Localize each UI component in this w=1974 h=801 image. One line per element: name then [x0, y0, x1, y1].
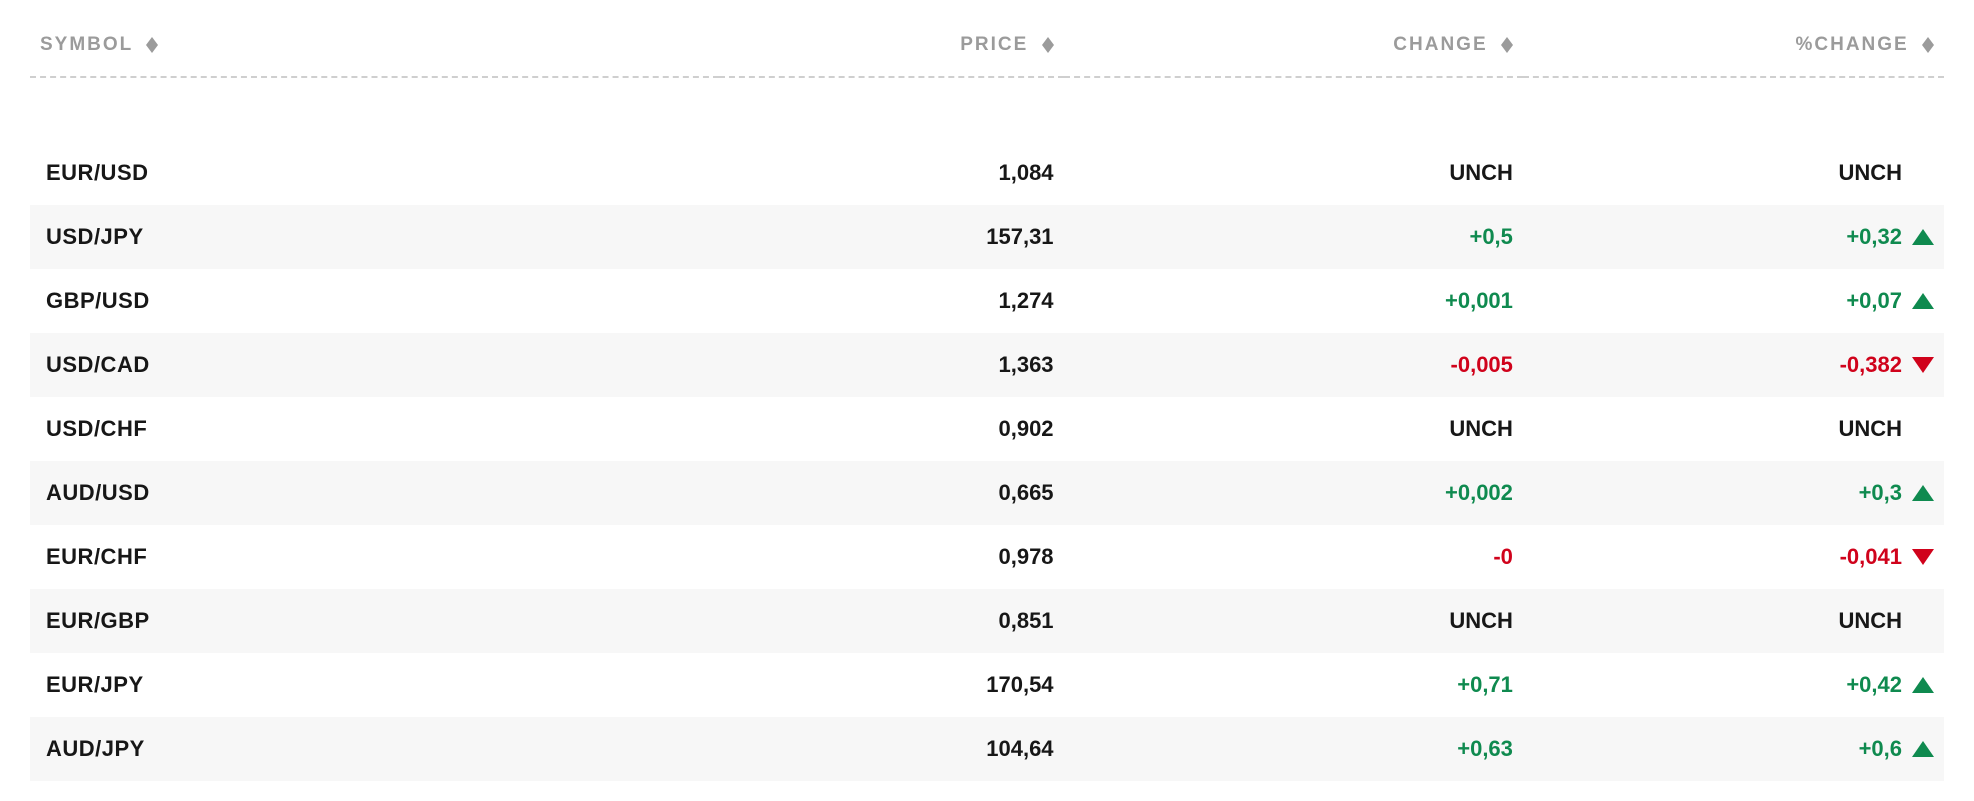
cell-price: 0,851	[719, 589, 1064, 653]
table-row[interactable]: AUD/JPY104,64+0,63 +0,6	[30, 717, 1944, 781]
cell-pct-change: +0,07	[1523, 269, 1944, 333]
cell-price: 1,084	[719, 141, 1064, 205]
pct-change-value: +0,07	[1846, 288, 1902, 314]
cell-change: +0,63	[1064, 717, 1523, 781]
pct-change-value: -0,041	[1840, 544, 1902, 570]
column-header-price[interactable]: PRICE	[719, 20, 1064, 77]
cell-pct-change: +0,3	[1523, 461, 1944, 525]
triangle-up-icon	[1912, 677, 1934, 693]
column-header-label: %CHANGE	[1795, 34, 1908, 55]
sort-icon	[146, 37, 158, 53]
cell-symbol: EUR/USD	[30, 141, 719, 205]
cell-price: 1,363	[719, 333, 1064, 397]
cell-pct-change: UNCH	[1523, 589, 1944, 653]
table-body: EUR/USD1,084UNCHUNCHUSD/JPY157,31+0,5+0,…	[30, 77, 1944, 781]
cell-symbol: USD/JPY	[30, 205, 719, 269]
table-row[interactable]: EUR/USD1,084UNCHUNCH	[30, 141, 1944, 205]
triangle-down-icon	[1912, 549, 1934, 565]
cell-change: +0,71	[1064, 653, 1523, 717]
cell-pct-change: +0,42	[1523, 653, 1944, 717]
pct-change-value: +0,6	[1859, 736, 1902, 762]
cell-price: 0,978	[719, 525, 1064, 589]
cell-symbol: USD/CHF	[30, 397, 719, 461]
cell-price: 1,274	[719, 269, 1064, 333]
cell-change: +0,001	[1064, 269, 1523, 333]
cell-change: UNCH	[1064, 397, 1523, 461]
cell-change: UNCH	[1064, 589, 1523, 653]
cell-pct-change: +0,32	[1523, 205, 1944, 269]
cell-symbol: EUR/CHF	[30, 525, 719, 589]
cell-change: -0,005	[1064, 333, 1523, 397]
cell-symbol: AUD/USD	[30, 461, 719, 525]
cell-symbol: GBP/USD	[30, 269, 719, 333]
triangle-up-icon	[1912, 741, 1934, 757]
table-header-row: SYMBOL PRICE CHANGE	[30, 20, 1944, 77]
cell-pct-change: -0,041	[1523, 525, 1944, 589]
cell-price: 170,54	[719, 653, 1064, 717]
cell-pct-change: +0,6	[1523, 717, 1944, 781]
pct-change-value: UNCH	[1838, 160, 1902, 186]
forex-table: SYMBOL PRICE CHANGE	[30, 20, 1944, 781]
column-header-change[interactable]: CHANGE	[1064, 20, 1523, 77]
triangle-up-icon	[1912, 485, 1934, 501]
column-header-symbol[interactable]: SYMBOL	[30, 20, 719, 77]
cell-symbol: USD/CAD	[30, 333, 719, 397]
triangle-up-icon	[1912, 293, 1934, 309]
table-row[interactable]: EUR/CHF0,978-0 -0,041	[30, 525, 1944, 589]
table-row[interactable]: EUR/GBP0,851UNCHUNCH	[30, 589, 1944, 653]
column-header-label: SYMBOL	[40, 34, 133, 55]
sort-icon	[1922, 37, 1934, 53]
column-header-pct-change[interactable]: %CHANGE	[1523, 20, 1944, 77]
pct-change-value: +0,32	[1846, 224, 1902, 250]
cell-price: 104,64	[719, 717, 1064, 781]
table-row[interactable]: USD/CHF0,902UNCHUNCH	[30, 397, 1944, 461]
cell-pct-change: -0,382	[1523, 333, 1944, 397]
cell-change: UNCH	[1064, 141, 1523, 205]
cell-symbol: AUD/JPY	[30, 717, 719, 781]
cell-pct-change: UNCH	[1523, 141, 1944, 205]
cell-change: -0	[1064, 525, 1523, 589]
cell-symbol: EUR/JPY	[30, 653, 719, 717]
table-row[interactable]: USD/JPY157,31+0,5 +0,32	[30, 205, 1944, 269]
cell-change: +0,5	[1064, 205, 1523, 269]
sort-icon	[1501, 37, 1513, 53]
column-header-label: CHANGE	[1393, 34, 1487, 55]
table-row[interactable]: AUD/USD0,665+0,002 +0,3	[30, 461, 1944, 525]
pct-change-value: +0,3	[1859, 480, 1902, 506]
table-row[interactable]: USD/CAD1,363-0,005 -0,382	[30, 333, 1944, 397]
cell-price: 0,665	[719, 461, 1064, 525]
triangle-up-icon	[1912, 229, 1934, 245]
pct-change-value: +0,42	[1846, 672, 1902, 698]
table-row[interactable]: GBP/USD1,274+0,001 +0,07	[30, 269, 1944, 333]
pct-change-value: UNCH	[1838, 416, 1902, 442]
sort-icon	[1042, 37, 1054, 53]
pct-change-value: -0,382	[1840, 352, 1902, 378]
cell-price: 0,902	[719, 397, 1064, 461]
table-row[interactable]: EUR/JPY170,54+0,71 +0,42	[30, 653, 1944, 717]
column-header-label: PRICE	[960, 34, 1028, 55]
cell-price: 157,31	[719, 205, 1064, 269]
pct-change-value: UNCH	[1838, 608, 1902, 634]
cell-pct-change: UNCH	[1523, 397, 1944, 461]
cell-symbol: EUR/GBP	[30, 589, 719, 653]
cell-change: +0,002	[1064, 461, 1523, 525]
triangle-down-icon	[1912, 357, 1934, 373]
